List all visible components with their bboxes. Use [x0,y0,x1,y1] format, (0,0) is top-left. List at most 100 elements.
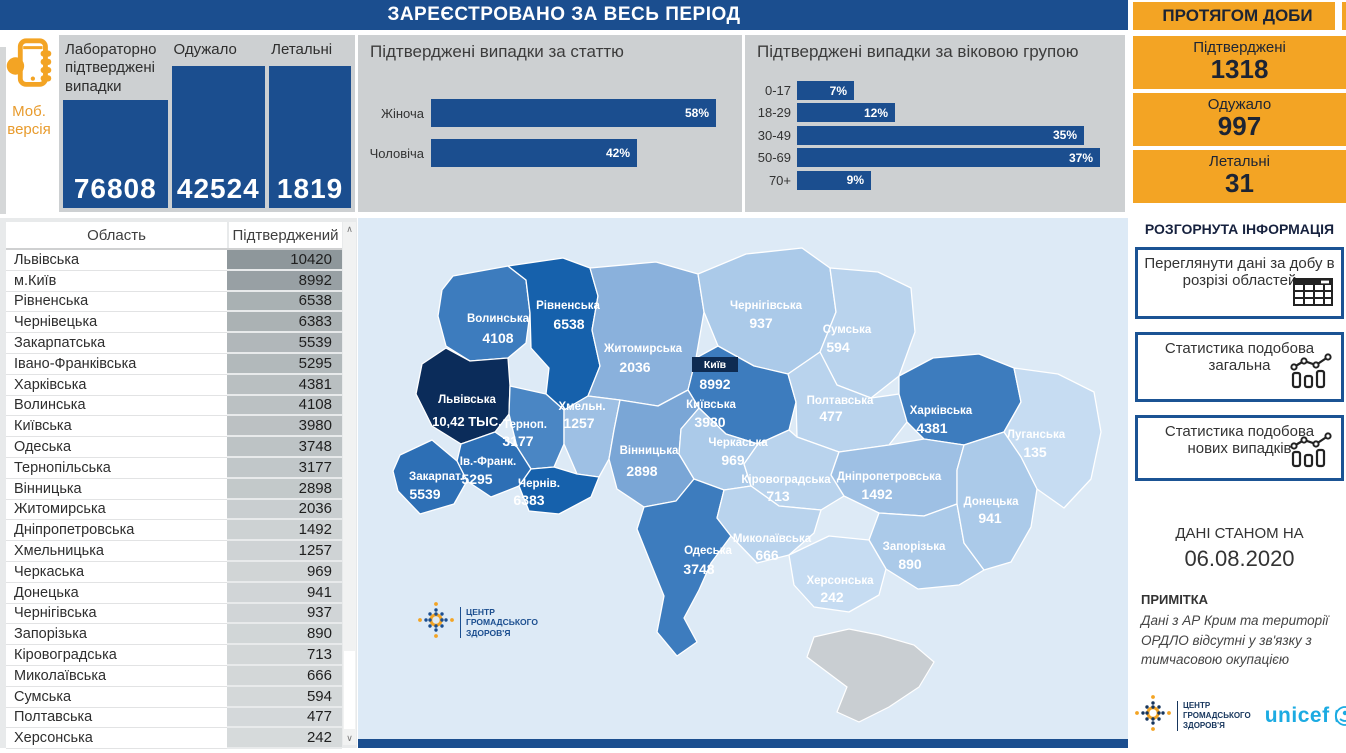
table-row[interactable]: Дніпропетровська 1492 [6,520,342,542]
table-cell-confirmed: 3980 [227,416,342,438]
table-row[interactable]: Сумська 594 [6,686,342,708]
chart-icon [1289,351,1333,395]
table-row[interactable]: Львівська 10420 [6,250,342,271]
table-row[interactable]: Херсонська 242 [6,728,342,750]
gender-bar-value: 42% [605,146,630,160]
gender-bar[interactable]: 58% [431,99,716,127]
table-cell-confirmed: 1492 [227,520,342,542]
map-region-Житомирська[interactable] [587,261,705,407]
map-region-name: Полтавська [807,395,874,407]
table-cell-region: Тернопільська [6,457,227,479]
table-row[interactable]: Київська 3980 [6,416,342,438]
scroll-down-icon[interactable]: ∨ [346,732,353,743]
table-row[interactable]: Рівненська 6538 [6,291,342,313]
age-bar[interactable]: 7% [797,81,854,100]
table-row[interactable]: Чернігівська 937 [6,603,342,625]
kpi-total-card: Лабораторно підтверджені випадки 76808 [63,39,168,208]
map-region-value: 4381 [916,420,947,436]
table-cell-region: Черкаська [6,561,227,583]
table-cell-confirmed: 2898 [227,478,342,500]
details-button-label: Статистика подобова нових випадків [1164,423,1315,457]
map-region-value: 2036 [619,359,650,375]
table-row[interactable]: Одеська 3748 [6,437,342,458]
table-row[interactable]: Вінницька 2898 [6,478,342,500]
map-city-label-box[interactable] [692,357,738,372]
table-cell-region: Івано-Франківська [6,353,227,375]
map-region-value: 2898 [626,463,657,479]
gender-chart-panel: Підтверджені випадки за статтю Жіноча 58%… [358,35,742,212]
table-row[interactable]: Черкаська 969 [6,561,342,583]
details-section-title: РОЗГОРНУТА ІНФОРМАЦІЯ [1144,221,1335,237]
kpi-bar: 42524 [171,66,266,208]
map-region-value: 135 [1023,444,1047,460]
kpi-label: Летальні [271,41,333,58]
table-cell-confirmed: 890 [227,624,342,646]
gender-bar[interactable]: 42% [431,139,637,167]
map-region-name: Дніпропетровська [837,471,942,483]
map-region-value: 4108 [482,330,513,346]
map-region-name: Ів.-Франк. [460,456,516,468]
table-icon [1293,276,1333,312]
table-scrollbar[interactable]: ∧ ∨ [343,222,356,745]
age-bar[interactable]: 9% [797,170,871,190]
table-row[interactable]: Житомирська 2036 [6,499,342,521]
daily-kpi-value: 1318 [1210,54,1269,84]
map-region-Луганська[interactable] [1003,367,1102,509]
map-region-Закарпат.[interactable] [392,439,468,515]
scrollbar-thumb[interactable] [344,651,355,729]
map-region-value: 6383 [513,492,544,508]
public-health-center-name: ЦЕНТР ГРОМАДСЬКОГО ЗДОРОВ'Я [460,606,538,639]
table-row[interactable]: Харківська 4381 [6,374,342,396]
table-row[interactable]: Тернопільська 3177 [6,457,342,479]
table-row[interactable]: Полтавська 477 [6,707,342,729]
table-cell-confirmed: 969 [227,561,342,583]
age-category-label: 0-17 [764,83,791,98]
table-cell-region: Київська [6,416,227,438]
table-cell-confirmed: 5295 [227,353,342,375]
mobile-version-link[interactable]: Моб. версія [0,36,58,214]
map-region-value: 5539 [409,486,440,502]
public-health-center-icon [1133,693,1173,738]
age-bar[interactable]: 37% [797,148,1100,168]
details-button-label: Статистика подобова загальна [1164,340,1315,374]
details-button[interactable]: Статистика подобова загальна [1135,332,1344,402]
as-of-date: 06.08.2020 [1184,546,1295,571]
table-cell-confirmed: 937 [227,603,342,625]
table-row[interactable]: Запорізька 890 [6,624,342,646]
age-bar[interactable]: 35% [797,125,1084,145]
column-header-confirmed[interactable]: Підтверджений [227,222,342,248]
map-region-value: 3177 [502,433,533,449]
table-cell-confirmed: 3177 [227,457,342,479]
table-cell-region: Львівська [6,250,227,271]
scroll-up-icon[interactable]: ∧ [346,223,353,234]
table-row[interactable]: Донецька 941 [6,582,342,604]
unicef-globe-icon [1334,705,1346,726]
table-row[interactable]: м.Київ 8992 [6,270,342,292]
map-region-value: 3748 [683,561,714,577]
map-region-value: 10,42 ТЫС. [432,414,502,429]
table-cell-confirmed: 941 [227,582,342,604]
map-region-Херсонська[interactable] [788,535,887,613]
column-header-region[interactable]: Область [87,226,146,244]
map-region-Миколаївська[interactable] [716,485,822,564]
map-region-Одеська[interactable] [636,478,732,657]
details-button[interactable]: Статистика подобова нових випадків [1135,415,1344,481]
table-row[interactable]: Волинська 4108 [6,395,342,417]
table-row[interactable]: Миколаївська 666 [6,665,342,687]
table-row[interactable]: Закарпатська 5539 [6,333,342,354]
map-region-value: 3980 [694,414,725,430]
map-region-Чернів.[interactable] [518,466,600,515]
main-header-banner: ЗАРЕЄСТРОВАНО ЗА ВЕСЬ ПЕРІОД [0,0,1128,30]
table-row[interactable]: Кіровоградська 713 [6,645,342,666]
table-row[interactable]: Чернівецька 6383 [6,312,342,334]
map-region-value: 1492 [861,486,892,502]
public-health-center-icon [416,600,456,645]
map-region-Сумська[interactable] [819,267,916,399]
table-row[interactable]: Хмельницька 1257 [6,541,342,562]
table-cell-region: Кіровоградська [6,645,227,666]
map-region-Донецька[interactable] [956,431,1038,571]
details-button[interactable]: Переглянути дані за добу в розрізі облас… [1135,247,1344,319]
table-row[interactable]: Івано-Франківська 5295 [6,353,342,375]
age-bar[interactable]: 12% [797,103,895,123]
table-cell-confirmed: 4381 [227,374,342,396]
